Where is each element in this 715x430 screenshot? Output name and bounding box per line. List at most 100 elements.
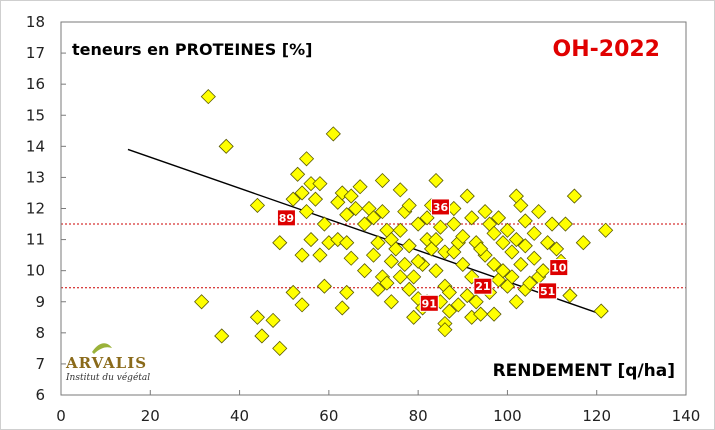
data-point-112	[508, 294, 524, 310]
data-point-10	[285, 284, 301, 300]
logo-leaf-icon	[92, 343, 112, 354]
labeled-point-10: 10	[549, 259, 569, 277]
data-point-116	[526, 250, 542, 266]
data-point-120	[548, 241, 565, 257]
data-point-37	[357, 216, 373, 232]
data-point-12	[285, 191, 301, 207]
labeled-point-89: 89	[276, 209, 296, 227]
data-point-53	[392, 222, 408, 238]
data-point-67	[428, 172, 444, 189]
data-point-14	[298, 151, 315, 167]
data-point-96	[486, 256, 502, 273]
y-axis: 6 7 8 9 10 11 12 13 14 15 16 17 18	[26, 13, 66, 404]
label-box-10	[549, 259, 569, 277]
data-point-101	[499, 222, 515, 238]
data-point-19	[294, 247, 310, 263]
data-point-2	[194, 294, 210, 310]
data-point-129	[388, 241, 404, 257]
data-point-20	[307, 191, 324, 207]
data-point-5	[254, 328, 270, 344]
labeled-point-51: 51	[538, 282, 558, 300]
data-point-87	[459, 287, 475, 304]
x-axis: 0 20 40 60 80 100 120 140	[56, 390, 700, 425]
y-tick-label-8: 14	[26, 137, 45, 155]
data-point-82	[459, 188, 475, 204]
data-point-81	[446, 216, 462, 232]
data-point-135	[535, 263, 551, 279]
data-point-0	[200, 89, 216, 105]
label-box-21	[473, 277, 493, 295]
data-point-105	[513, 197, 529, 213]
y-tick-label-11: 17	[26, 44, 45, 62]
data-point-93	[486, 225, 502, 241]
data-point-60	[406, 309, 422, 325]
data-point-40	[370, 235, 386, 251]
data-point-58	[406, 269, 422, 285]
data-point-134	[499, 278, 515, 294]
data-point-123	[562, 287, 578, 304]
data-point-43	[374, 204, 390, 220]
logo-name: ARVALIS	[65, 354, 147, 372]
data-point-91	[477, 204, 493, 220]
x-tick-label-4: 80	[409, 407, 428, 425]
data-point-100	[495, 235, 511, 251]
data-point-56	[392, 269, 408, 285]
x-tick-label-6: 120	[582, 407, 611, 425]
data-point-113	[522, 275, 538, 291]
label-box-51	[538, 282, 558, 300]
data-point-63	[419, 210, 435, 226]
data-point-119	[544, 216, 560, 232]
data-point-122	[557, 216, 574, 232]
data-point-48	[379, 275, 395, 291]
data-point-115	[531, 204, 547, 220]
data-point-6	[265, 312, 281, 328]
data-point-49	[383, 253, 399, 269]
data-point-28	[339, 207, 355, 223]
x-tick-label-7: 140	[672, 407, 701, 425]
data-point-130	[357, 263, 373, 279]
data-point-107	[508, 232, 524, 248]
data-point-55	[397, 256, 413, 273]
data-point-41	[365, 247, 382, 263]
data-point-22	[316, 216, 332, 232]
y-tick-label-12: 18	[26, 13, 45, 31]
data-point-90	[473, 306, 489, 322]
data-point-33	[334, 300, 350, 316]
data-point-109	[513, 256, 529, 273]
labeled-point-91: 91	[419, 294, 439, 312]
data-point-125	[575, 235, 591, 251]
y-tick-label-2: 8	[35, 324, 45, 342]
data-point-21	[312, 176, 328, 192]
y-tick-label-5: 11	[26, 231, 45, 249]
data-point-8	[249, 197, 265, 213]
arvalis-logo: ARVALIS Institut du végétal	[65, 343, 150, 383]
data-point-3	[214, 328, 230, 344]
data-point-7	[272, 340, 288, 356]
data-point-99	[486, 306, 502, 322]
y-tick-label-0: 6	[35, 386, 45, 404]
data-point-1	[218, 138, 234, 154]
data-point-13	[290, 166, 306, 182]
label-text-51: 51	[540, 285, 555, 298]
data-point-42	[374, 172, 390, 189]
x-tick-label-1: 20	[141, 407, 160, 425]
x-tick-label-3: 60	[319, 407, 338, 425]
y-tick-label-7: 13	[26, 168, 45, 186]
data-point-103	[495, 263, 511, 279]
data-point-18	[303, 232, 319, 248]
data-point-11	[294, 297, 310, 313]
data-point-62	[410, 216, 426, 232]
label-box-36	[430, 198, 450, 216]
label-text-89: 89	[279, 212, 294, 225]
data-point-35	[343, 250, 359, 266]
x-axis-title: RENDEMENT [q/ha]	[493, 361, 675, 381]
data-point-29	[343, 188, 359, 204]
data-point-138	[383, 294, 399, 310]
data-point-25	[325, 126, 341, 142]
y-tick-label-4: 10	[26, 262, 45, 280]
data-point-17	[298, 204, 315, 220]
data-point-131	[316, 278, 332, 294]
